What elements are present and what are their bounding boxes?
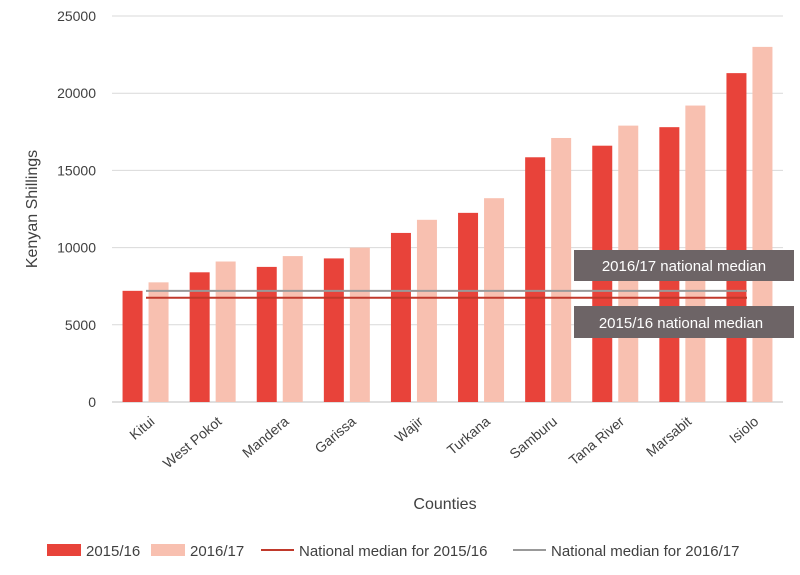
y-tick-label: 20000 [57,85,96,101]
y-tick-label: 0 [88,394,96,410]
x-tick-label: Isiolo [726,413,761,446]
bar-2015-16-west-pokot [189,272,210,402]
annotation-box-2016-17 [574,250,794,281]
bar-2015-16-kitui [122,290,143,402]
bar-2016-17-isiolo [752,46,773,402]
y-tick-label: 25000 [57,8,96,24]
bar-2016-17-wajir [416,219,437,402]
bar-2016-17-garissa [349,247,370,402]
y-tick-label: 5000 [65,317,96,333]
bar-2016-17-turkana [484,198,505,402]
x-tick-label: Wajir [392,413,427,446]
legend-label-median-2015-16: National median for 2015/16 [299,543,487,560]
median-lines [146,289,747,299]
y-tick-label: 15000 [57,162,96,178]
y-tick-label: 10000 [57,240,96,256]
x-tick-label: West Pokot [160,413,225,471]
grid-lines [112,15,783,403]
x-tick-label: Mandera [239,413,292,461]
bar-2015-16-garissa [323,258,344,402]
legend: 2015/16 2016/17 National median for 2015… [47,543,739,560]
annotation-2015-16-median: 2015/16 national median [599,315,763,332]
annotation-2016-17-median: 2016/17 national median [602,258,766,275]
bar-2016-17-mandera [282,256,303,402]
bar-2015-16-isiolo [726,73,747,403]
y-tick-labels: 0 5000 10000 15000 20000 25000 [57,8,96,410]
legend-swatch-2015-16 [47,544,81,556]
legend-label-2016-17: 2016/17 [190,543,244,560]
bar-2015-16-mandera [256,266,277,402]
x-tick-label: Tana River [566,413,628,468]
x-tick-label: Kitui [126,413,157,443]
y-axis-title: Kenyan Shillings [24,150,41,268]
x-tick-label: Samburu [506,413,560,462]
legend-label-median-2016-17: National median for 2016/17 [551,543,739,560]
bar-2015-16-turkana [458,212,479,402]
annotations: 2016/17 national median 2015/16 national… [574,250,794,338]
x-axis-title: Counties [413,496,476,513]
bar-2016-17-samburu [551,137,572,402]
x-tick-label: Marsabit [643,413,694,460]
legend-swatch-2016-17 [151,544,185,556]
x-tick-label: Turkana [444,413,493,458]
x-tick-labels: Kitui West Pokot Mandera Garissa Wajir Turkan… [126,413,761,471]
bars [122,46,773,403]
legend-label-2015-16: 2015/16 [86,543,140,560]
bar-2016-17-west-pokot [215,261,236,402]
annotation-box-2015-16 [574,306,794,338]
bar-2016-17-kitui [148,282,169,402]
x-tick-label: Garissa [312,413,359,456]
bar-2015-16-samburu [525,157,546,402]
bar-2015-16-wajir [390,232,411,402]
